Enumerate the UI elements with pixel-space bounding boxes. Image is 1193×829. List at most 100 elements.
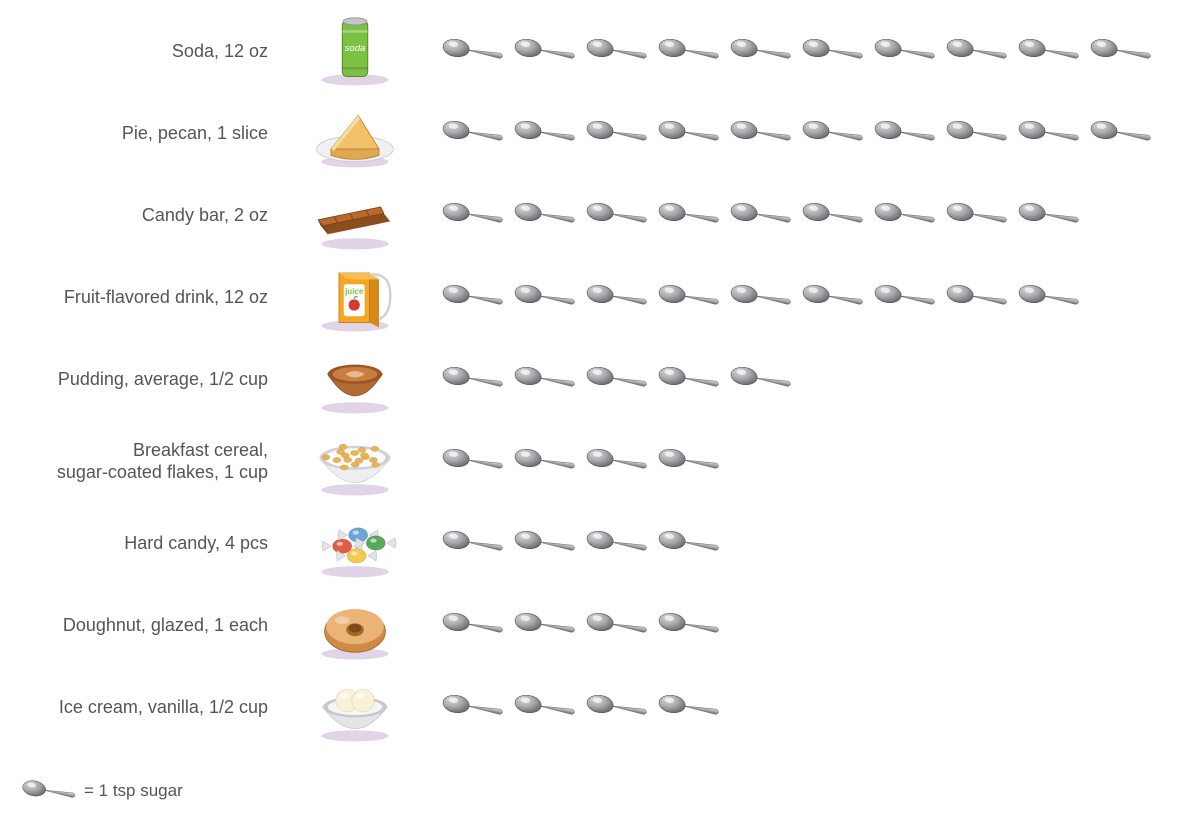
soda-icon: soda xyxy=(280,11,430,91)
icecream-icon xyxy=(280,667,430,747)
spoon-icon xyxy=(944,31,1010,71)
legend-spoon-icon xyxy=(20,773,78,809)
spoon-icon xyxy=(1016,195,1082,235)
legend: = 1 tsp sugar xyxy=(20,773,1173,809)
spoon-row xyxy=(430,359,794,399)
spoon-icon xyxy=(584,359,650,399)
spoon-icon xyxy=(656,359,722,399)
food-label: Soda, 12 oz xyxy=(20,40,280,63)
cereal-icon xyxy=(280,421,430,501)
spoon-icon xyxy=(728,359,794,399)
doughnut-icon xyxy=(280,585,430,665)
food-row: Soda, 12 oz soda xyxy=(20,10,1173,92)
pie-icon xyxy=(280,93,430,173)
spoon-icon xyxy=(584,441,650,481)
spoon-icon xyxy=(656,113,722,153)
spoon-icon xyxy=(440,277,506,317)
food-row: Ice cream, vanilla, 1/2 cup xyxy=(20,666,1173,748)
spoon-icon xyxy=(440,113,506,153)
juice-icon: juice xyxy=(280,257,430,337)
spoon-icon xyxy=(944,113,1010,153)
spoon-icon xyxy=(1088,113,1154,153)
spoon-icon xyxy=(728,277,794,317)
spoon-icon xyxy=(584,523,650,563)
spoon-row xyxy=(430,523,722,563)
hardcandy-icon xyxy=(280,503,430,583)
spoon-row xyxy=(430,441,722,481)
spoon-icon xyxy=(656,687,722,727)
candybar-icon xyxy=(280,175,430,255)
spoon-icon xyxy=(440,687,506,727)
spoon-icon xyxy=(512,687,578,727)
spoon-icon xyxy=(944,195,1010,235)
spoon-row xyxy=(430,277,1082,317)
spoon-row xyxy=(430,31,1154,71)
spoon-icon xyxy=(944,277,1010,317)
food-label: Ice cream, vanilla, 1/2 cup xyxy=(20,696,280,719)
spoon-icon xyxy=(512,277,578,317)
spoon-icon xyxy=(584,195,650,235)
spoon-icon xyxy=(584,687,650,727)
svg-text:juice: juice xyxy=(344,287,364,296)
spoon-icon xyxy=(656,441,722,481)
spoon-icon xyxy=(872,31,938,71)
spoon-icon xyxy=(656,605,722,645)
food-label: Candy bar, 2 oz xyxy=(20,204,280,227)
food-label: Pudding, average, 1/2 cup xyxy=(20,368,280,391)
spoon-row xyxy=(430,195,1082,235)
spoon-icon xyxy=(440,359,506,399)
svg-text:soda: soda xyxy=(345,43,366,54)
food-label: Pie, pecan, 1 slice xyxy=(20,122,280,145)
spoon-icon xyxy=(512,195,578,235)
spoon-icon xyxy=(440,441,506,481)
spoon-icon xyxy=(512,441,578,481)
spoon-icon xyxy=(440,195,506,235)
spoon-icon xyxy=(800,277,866,317)
food-row: Pie, pecan, 1 slice xyxy=(20,92,1173,174)
spoon-icon xyxy=(512,113,578,153)
pudding-icon xyxy=(280,339,430,419)
spoon-icon xyxy=(728,31,794,71)
food-row: Pudding, average, 1/2 cup xyxy=(20,338,1173,420)
spoon-icon xyxy=(584,277,650,317)
spoon-icon xyxy=(800,31,866,71)
spoon-icon xyxy=(512,359,578,399)
spoon-row xyxy=(430,605,722,645)
sugar-infographic: Soda, 12 oz soda xyxy=(20,10,1173,748)
spoon-icon xyxy=(656,195,722,235)
spoon-row xyxy=(430,687,722,727)
food-row: Hard candy, 4 pcs xyxy=(20,502,1173,584)
spoon-icon xyxy=(584,605,650,645)
food-label: Breakfast cereal, sugar-coated flakes, 1… xyxy=(20,439,280,484)
spoon-icon xyxy=(1016,113,1082,153)
spoon-icon xyxy=(512,31,578,71)
food-label: Doughnut, glazed, 1 each xyxy=(20,614,280,637)
spoon-icon xyxy=(656,277,722,317)
spoon-icon xyxy=(440,523,506,563)
spoon-icon xyxy=(440,605,506,645)
spoon-icon xyxy=(872,113,938,153)
spoon-icon xyxy=(512,523,578,563)
spoon-icon xyxy=(872,277,938,317)
spoon-icon xyxy=(800,113,866,153)
food-row: Fruit-flavored drink, 12 oz juice xyxy=(20,256,1173,338)
spoon-icon xyxy=(1016,31,1082,71)
food-row: Candy bar, 2 oz xyxy=(20,174,1173,256)
spoon-icon xyxy=(512,605,578,645)
spoon-icon xyxy=(800,195,866,235)
spoon-icon xyxy=(1016,277,1082,317)
spoon-icon xyxy=(440,31,506,71)
spoon-icon xyxy=(728,195,794,235)
spoon-icon xyxy=(584,31,650,71)
spoon-icon xyxy=(728,113,794,153)
food-label: Hard candy, 4 pcs xyxy=(20,532,280,555)
spoon-icon xyxy=(656,31,722,71)
spoon-icon xyxy=(656,523,722,563)
spoon-icon xyxy=(1088,31,1154,71)
spoon-row xyxy=(430,113,1154,153)
spoon-icon xyxy=(584,113,650,153)
food-row: Doughnut, glazed, 1 each xyxy=(20,584,1173,666)
food-label: Fruit-flavored drink, 12 oz xyxy=(20,286,280,309)
legend-text: = 1 tsp sugar xyxy=(84,781,183,801)
spoon-icon xyxy=(872,195,938,235)
